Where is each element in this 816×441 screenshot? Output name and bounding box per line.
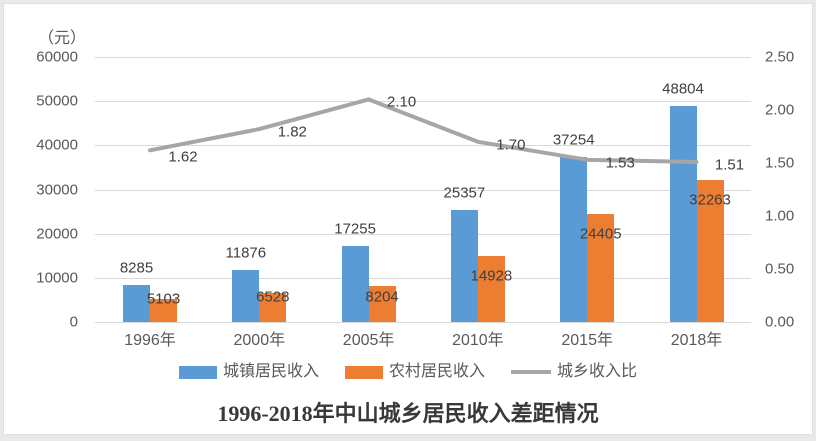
x-axis-label-2015年: 2015年	[561, 332, 613, 349]
gridline	[95, 322, 751, 323]
left-axis-tick: 50000	[36, 92, 78, 110]
legend-bar-swatch	[178, 365, 217, 379]
right-axis-tick: 2.00	[765, 101, 795, 119]
left-axis-tick: 40000	[36, 136, 78, 154]
ratio-value-label: 2.10	[386, 93, 417, 111]
legend-item-城镇居民收入: 城镇居民收入	[178, 363, 319, 380]
ratio-value-label: 1.62	[168, 148, 198, 166]
chart-title: 1996-2018年中山城乡居民收入差距情况	[217, 401, 599, 426]
x-axis-label-2010年: 2010年	[452, 332, 504, 349]
left-axis-unit-label: （元）	[38, 30, 87, 47]
bar-value-label: 17255	[334, 220, 376, 238]
legend-label: 城镇居民收入	[222, 363, 319, 380]
left-axis-tick: 60000	[36, 48, 78, 66]
bar-农村居民收入-2010年	[477, 256, 505, 322]
legend-item-农村居民收入: 农村居民收入	[344, 363, 485, 380]
bar-农村居民收入-2015年	[587, 214, 615, 322]
bar-农村居民收入-2000年	[259, 293, 287, 322]
x-axis-label-2000年: 2000年	[233, 332, 286, 349]
bar-城镇居民收入-2018年	[669, 106, 697, 322]
gridline	[95, 57, 751, 58]
bar-城镇居民收入-2010年	[450, 210, 478, 322]
bar-城镇居民收入-2005年	[341, 245, 369, 322]
left-axis-tick: 30000	[36, 181, 78, 198]
bar-农村居民收入-2018年	[696, 179, 724, 322]
gridline	[95, 145, 751, 147]
bar-城镇居民收入-2015年	[560, 157, 588, 322]
x-axis-label-1996年: 1996年	[124, 332, 176, 349]
bar-value-label: 24405	[579, 225, 622, 243]
right-axis-tick: 1.00	[765, 207, 795, 225]
bar-value-label: 14928	[470, 267, 513, 285]
gridline	[95, 189, 751, 191]
bar-value-label: 32263	[689, 191, 731, 208]
ratio-value-label: 1.70	[496, 136, 526, 154]
bar-value-label: 25357	[443, 184, 486, 202]
ratio-line	[148, 97, 699, 164]
left-axis-tick: 20000	[36, 225, 78, 243]
legend-bar-swatch	[344, 365, 383, 379]
bar-value-label: 48804	[662, 80, 704, 98]
bar-value-label: 6528	[256, 288, 290, 306]
legend-label: 城乡收入比	[557, 363, 638, 380]
bar-value-label: 37254	[552, 131, 595, 149]
right-axis-tick: 0.50	[765, 260, 795, 278]
legend: 城镇居民收入 农村居民收入 城乡收入比	[0, 360, 816, 384]
ratio-value-label: 1.51	[714, 156, 745, 174]
bar-城镇居民收入-1996年	[123, 285, 150, 322]
ratio-value-label: 1.53	[605, 154, 635, 172]
bar-value-label: 8285	[119, 259, 154, 277]
bar-农村居民收入-1996年	[150, 299, 177, 322]
ratio-value-label: 1.82	[277, 123, 307, 141]
bar-城镇居民收入-2000年	[232, 269, 260, 322]
right-axis-tick: 2.50	[765, 48, 795, 66]
left-axis-tick: 0	[69, 313, 78, 331]
bar-value-label: 5103	[146, 290, 181, 308]
bar-value-label: 11876	[225, 244, 267, 262]
legend-label: 农村居民收入	[388, 363, 485, 380]
left-axis-tick: 10000	[36, 269, 78, 287]
gridline	[95, 101, 751, 103]
bar-value-label: 8204	[365, 288, 399, 306]
legend-item-城乡收入比: 城乡收入比	[511, 364, 637, 380]
right-axis-tick: 1.50	[765, 154, 795, 172]
gridline	[95, 233, 751, 235]
right-axis-tick: 0.00	[765, 313, 795, 331]
bar-农村居民收入-2005年	[368, 285, 396, 322]
x-axis-label-2018年: 2018年	[670, 332, 723, 349]
legend-line-swatch	[511, 370, 551, 374]
x-axis-label-2005年: 2005年	[342, 332, 395, 349]
gridline	[95, 277, 751, 279]
